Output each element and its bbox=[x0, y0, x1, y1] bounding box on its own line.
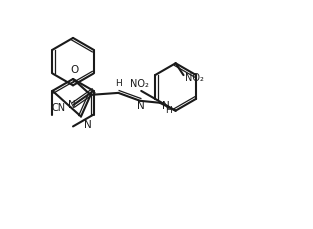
Text: CN: CN bbox=[52, 102, 66, 112]
Text: N: N bbox=[162, 100, 170, 110]
Text: N: N bbox=[84, 120, 92, 130]
Text: NO₂: NO₂ bbox=[130, 79, 149, 89]
Text: NO₂: NO₂ bbox=[186, 73, 204, 83]
Text: O: O bbox=[71, 65, 79, 75]
Text: H: H bbox=[165, 106, 172, 115]
Text: N: N bbox=[137, 100, 145, 110]
Text: H: H bbox=[115, 79, 122, 87]
Text: N: N bbox=[68, 99, 76, 109]
